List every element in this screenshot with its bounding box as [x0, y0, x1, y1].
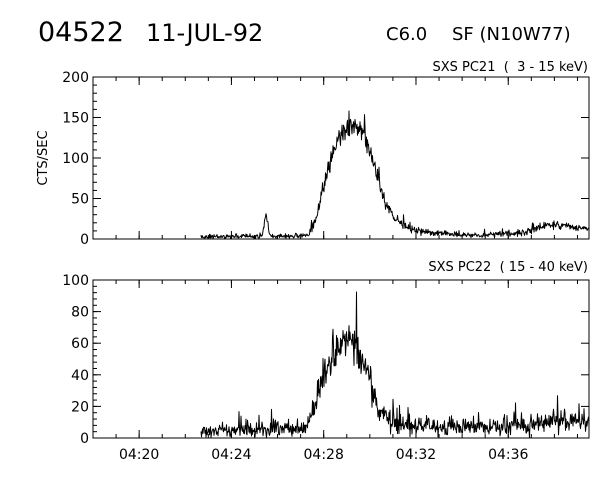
panel-pc22: SXS PC22 ( 15 - 40 keV) 0 20 40 60 80 100 04:…: [62, 260, 590, 463]
pc21-ytick-label: 50: [71, 192, 89, 208]
panel-pc21-x-axis: [92, 77, 578, 239]
panel-pc22-y-axis: 0 20 40 60 80 100: [62, 273, 589, 447]
panel-pc22-title: SXS PC22 ( 15 - 40 keV): [428, 260, 588, 275]
pc21-ytick-label: 200: [62, 70, 89, 86]
pc22-ytick-label: 80: [71, 305, 89, 321]
pc22-ytick-label: 60: [71, 336, 89, 352]
pc22-xtick-label: 04:36: [488, 447, 528, 463]
panel-pc22-x-axis: 04:20 04:24 04:28 04:32 04:36: [92, 280, 578, 463]
panel-pc22-frame: [92, 279, 590, 439]
pc22-ytick-label: 20: [71, 399, 89, 415]
flare-location: SF (N10W77): [452, 24, 571, 45]
pc22-ytick-label: 100: [62, 273, 89, 289]
event-date: 11-JUL-92: [146, 19, 263, 47]
panel-pc22-trace: [200, 291, 590, 439]
panel-pc21-title: SXS PC21 ( 3 - 15 keV): [432, 60, 588, 75]
pc22-xtick-label: 04:28: [304, 447, 344, 463]
pc22-xtick-label: 04:20: [119, 447, 159, 463]
panel-pc21-ylabel: CTS/SEC: [36, 130, 51, 185]
panel-pc21-y-axis: 0 50 100 150 200: [62, 70, 589, 248]
pc22-xtick-label: 04:32: [396, 447, 436, 463]
panel-pc21-frame: [92, 76, 590, 240]
pc22-ytick-label: 40: [71, 368, 89, 384]
pc22-ytick-label: 0: [80, 431, 89, 447]
pc21-ytick-label: 100: [62, 151, 89, 167]
pc21-ytick-label: 0: [80, 232, 89, 248]
event-id: 04522: [38, 17, 124, 48]
panel-pc21: SXS PC21 ( 3 - 15 keV) CTS/SEC 0 50 100 150…: [36, 60, 590, 248]
panel-pc21-trace: [200, 110, 589, 240]
flare-class: C6.0: [386, 24, 427, 45]
pc22-xtick-label: 04:24: [211, 447, 251, 463]
pc21-ytick-label: 150: [62, 111, 89, 127]
